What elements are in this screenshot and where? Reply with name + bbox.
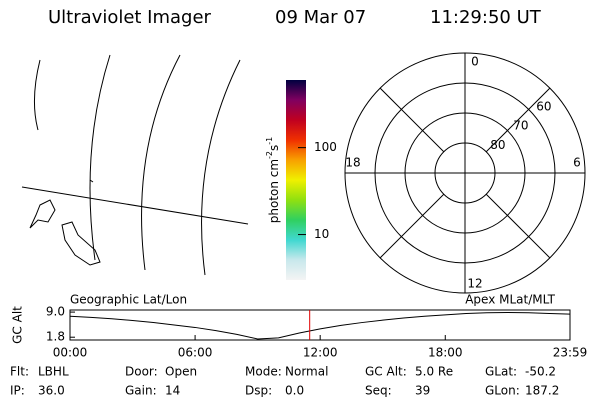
status-value: -50.2	[525, 365, 556, 379]
x-tick-label: 00:00	[53, 346, 88, 360]
status-value: 36.0	[38, 384, 65, 398]
map-line	[141, 54, 181, 271]
status-value: Open	[165, 365, 197, 379]
status-value: 5.0 Re	[415, 365, 453, 379]
map-line	[201, 59, 241, 276]
x-tick-label: 12:00	[303, 346, 338, 360]
status-value: 187.2	[525, 384, 559, 398]
colorbar-tick-label: 10	[314, 227, 329, 241]
lat-label: 60	[536, 99, 551, 113]
status-value: LBHL	[38, 365, 69, 379]
status-value: 39	[415, 384, 430, 398]
altitude-curve	[69, 311, 571, 340]
mlt-label: 12	[467, 277, 482, 291]
status-label: Dsp:	[245, 384, 272, 398]
coastline	[61, 221, 101, 266]
colorbar-label: photon cm-2s-1	[265, 137, 281, 224]
status-label: GLon:	[485, 384, 520, 398]
x-tick-label: 06:00	[178, 346, 213, 360]
coastline	[89, 179, 94, 183]
status-value: 14	[165, 384, 180, 398]
status-label: GLat:	[485, 365, 517, 379]
map	[21, 54, 249, 276]
time: 11:29:50 UT	[430, 7, 542, 28]
status-label: Seq:	[365, 384, 392, 398]
label-part: s	[267, 145, 281, 151]
instrument-title: Ultraviolet Imager	[48, 7, 212, 28]
polar-spoke	[485, 87, 551, 153]
label-part: -1	[265, 137, 274, 145]
colorbar-tick-label: 100	[314, 140, 337, 154]
lat-label: 70	[513, 119, 528, 133]
status-panel: Flt: LBHL Door: Open Mode: Normal GC Alt: 5.0 R…	[10, 365, 559, 398]
status-label: IP:	[10, 384, 25, 398]
orbit-y-label: GC Alt	[11, 306, 25, 344]
mlt-label: 6	[573, 156, 581, 170]
label-part: -2	[265, 151, 274, 159]
x-tick-label: 18:00	[428, 346, 463, 360]
orbit-right-label: Apex MLat/MLT	[465, 293, 555, 307]
polar-spoke	[379, 193, 445, 259]
map-line	[89, 54, 111, 261]
label-part: photon cm	[267, 159, 281, 223]
map-line	[33, 59, 41, 131]
mlt-label: 0	[471, 55, 479, 69]
status-label: Mode:	[245, 365, 282, 379]
status-value: 0.0	[285, 384, 304, 398]
x-tick-label: 23:59	[553, 346, 588, 360]
polar-spoke	[379, 87, 445, 153]
coastline	[29, 199, 56, 229]
colorbar	[286, 80, 306, 280]
status-label: GC Alt:	[365, 365, 407, 379]
status-label: Door:	[125, 365, 158, 379]
map-line	[21, 186, 249, 225]
status-label: Flt:	[10, 365, 29, 379]
y-tick-label: 1.8	[46, 330, 65, 344]
y-tick-label: 9.0	[46, 305, 65, 319]
status-value: Normal	[285, 365, 328, 379]
polar-spoke	[485, 193, 551, 259]
lat-label: 80	[490, 138, 505, 152]
status-label: Gain:	[125, 384, 157, 398]
date: 09 Mar 07	[275, 7, 366, 28]
mlt-label: 18	[345, 156, 360, 170]
orbit-left-label: Geographic Lat/Lon	[70, 293, 187, 307]
